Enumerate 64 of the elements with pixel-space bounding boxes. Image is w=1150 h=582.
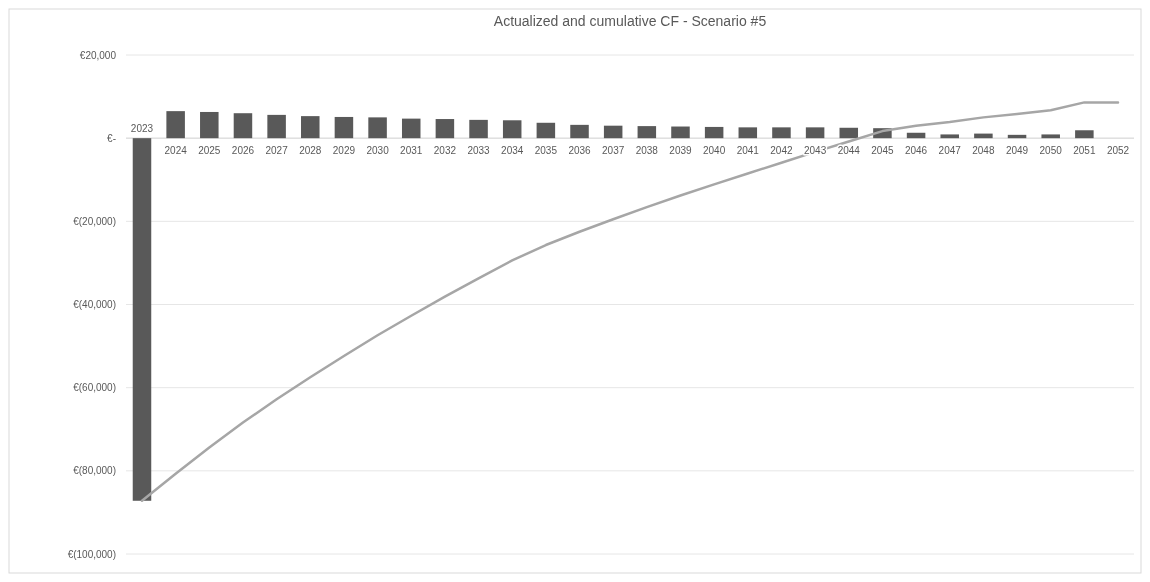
chart-title: Actualized and cumulative CF - Scenario #5 bbox=[493, 13, 767, 29]
x-tick-label: 2033 bbox=[467, 145, 491, 157]
y-tick-label: €- bbox=[107, 132, 116, 144]
x-tick-label: 2039 bbox=[669, 145, 693, 157]
bar bbox=[738, 127, 758, 139]
bar bbox=[671, 126, 690, 139]
bar bbox=[368, 117, 387, 139]
x-tick-label: 2028 bbox=[299, 145, 322, 157]
x-tick-label: 2025 bbox=[198, 145, 221, 157]
y-tick-label: €(40,000) bbox=[73, 299, 116, 310]
y-tick-label: €(100,000) bbox=[67, 548, 116, 560]
x-tick-label: 2041 bbox=[736, 145, 760, 157]
x-tick-label: 2032 bbox=[433, 145, 457, 157]
bar bbox=[401, 118, 421, 139]
x-tick-label: 2029 bbox=[332, 145, 356, 157]
x-tick-label: 2049 bbox=[1005, 145, 1029, 157]
x-tick-label: 2048 bbox=[972, 145, 995, 157]
x-tick-label: 2050 bbox=[1039, 145, 1063, 157]
bar bbox=[301, 116, 320, 139]
x-tick-label: 2034 bbox=[501, 145, 524, 157]
x-tick-label: 2037 bbox=[602, 145, 625, 157]
bar bbox=[1075, 130, 1094, 139]
x-tick-label: 2042 bbox=[770, 145, 794, 157]
x-tick-label: 2038 bbox=[635, 145, 659, 157]
bar bbox=[536, 122, 556, 139]
bar bbox=[704, 126, 724, 139]
x-tick-label: 2035 bbox=[534, 145, 558, 157]
bar bbox=[906, 132, 926, 139]
bar bbox=[435, 119, 455, 139]
x-tick-label: 2036 bbox=[568, 145, 592, 157]
x-tick-label: 2046 bbox=[904, 145, 928, 157]
bar bbox=[1041, 134, 1060, 139]
x-tick-label: 2030 bbox=[366, 145, 390, 157]
x-tick-label: 2023 bbox=[130, 123, 154, 135]
x-tick-label: 2040 bbox=[703, 145, 726, 157]
x-tick-label: 2031 bbox=[400, 145, 423, 157]
x-tick-label: 2027 bbox=[265, 145, 289, 157]
bar bbox=[637, 126, 657, 139]
bar bbox=[233, 113, 253, 139]
y-tick-label: €(80,000) bbox=[73, 465, 116, 477]
bar bbox=[940, 134, 959, 139]
y-tick-label: €(20,000) bbox=[73, 215, 116, 227]
x-tick-label: 2024 bbox=[164, 145, 188, 157]
x-tick-label: 2043 bbox=[803, 145, 827, 157]
x-tick-label: 2044 bbox=[837, 145, 861, 157]
bar bbox=[334, 116, 354, 139]
bar bbox=[570, 124, 589, 139]
bar bbox=[603, 125, 623, 139]
x-tick-label: 2045 bbox=[871, 145, 894, 157]
y-tick-label: €20,000 bbox=[79, 49, 117, 61]
x-tick-label: 2052 bbox=[1106, 145, 1130, 157]
bar bbox=[502, 120, 522, 139]
x-tick-label: 2051 bbox=[1073, 145, 1096, 157]
bar bbox=[805, 127, 825, 139]
y-tick-label: €(60,000) bbox=[73, 382, 116, 394]
bar bbox=[469, 119, 488, 139]
bar bbox=[267, 114, 286, 139]
x-tick-label: 2026 bbox=[231, 145, 255, 157]
bar bbox=[839, 127, 859, 139]
bar bbox=[132, 138, 152, 501]
bar bbox=[166, 111, 185, 139]
x-tick-label: 2047 bbox=[938, 145, 962, 157]
bar bbox=[200, 111, 219, 139]
bar bbox=[772, 127, 791, 139]
